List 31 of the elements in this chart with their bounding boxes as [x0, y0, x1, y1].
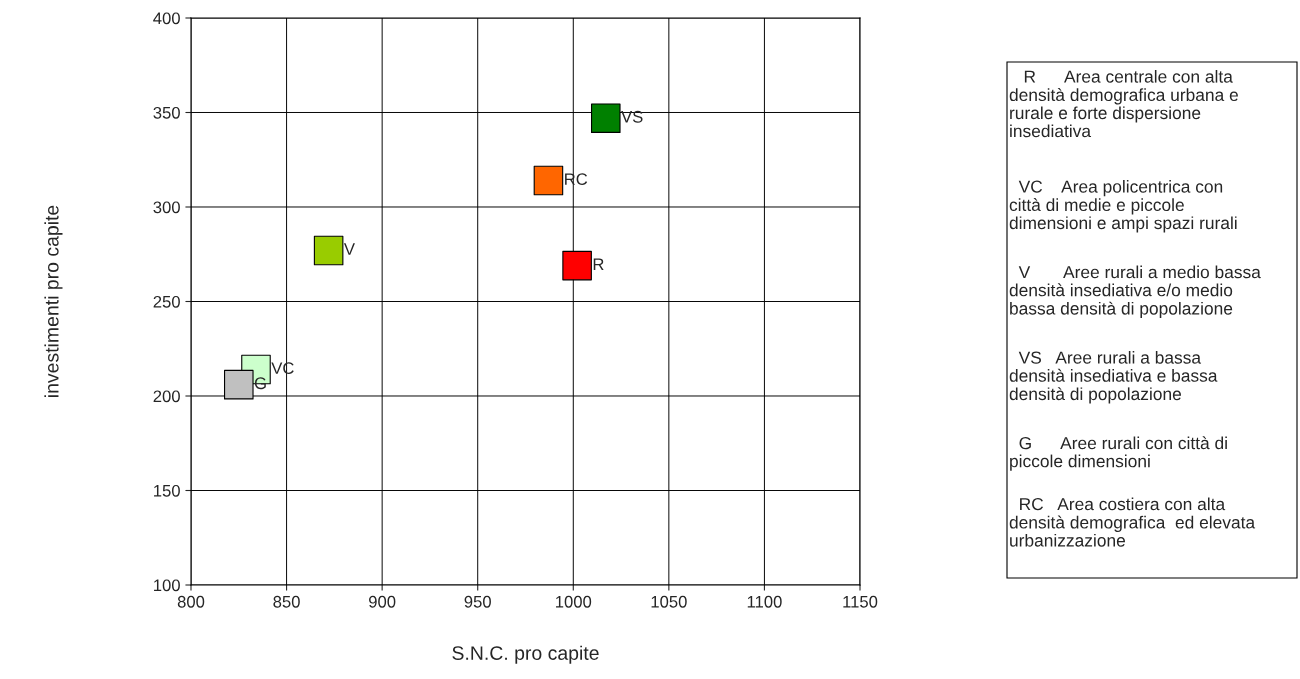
point [223, 369, 254, 400]
y-tick-label: 300 [153, 201, 180, 214]
x-tick-label: 850 [273, 595, 300, 608]
point [562, 250, 592, 281]
y-tick-label: 150 [154, 484, 180, 497]
x-tick-label: 1100 [747, 595, 782, 608]
text: RC Area costiera con alta densità demografica ed elevata urbanizzazione [1009, 497, 1256, 547]
text: VC Area policentrica con città di medie e piccole dimensioni e ampi spazi rurali [1009, 180, 1237, 233]
y-axis-title: investimenti pro capite [44, 205, 63, 397]
y-tick-label: 350 [153, 106, 180, 119]
x-tick-label: 950 [464, 595, 491, 608]
point [590, 103, 621, 133]
text: G Aree rurali con città di piccole dimensioni [1010, 436, 1227, 471]
y-tick-label: 250 [153, 295, 180, 308]
series-label: V [343, 243, 355, 255]
x-tick-label: 1050 [651, 595, 687, 608]
x-tick-label: 1000 [556, 595, 592, 608]
point [533, 165, 564, 196]
text: V Aree rurali a medio bassa densità insediativa e/o medio bassa densità di popolazione [1009, 265, 1261, 319]
series-label: VS [621, 110, 643, 123]
point [313, 235, 344, 266]
x-tick-label: 800 [177, 595, 205, 608]
text: R Area centrale con alta densità demografica urbana e rurale e forte dispersione insediativa [1009, 70, 1238, 138]
x-tick-label: 900 [369, 595, 396, 608]
x-tick-label: 1150 [843, 595, 878, 608]
x-axis-title: S.N.C. pro capite [452, 645, 599, 664]
y-tick-label: 400 [153, 12, 180, 25]
y-tick-label: 100 [154, 579, 180, 592]
text: VS Aree rurali a bassa densità insediativa e bassa densità di popolazione [1009, 351, 1218, 404]
y-tick-label: 200 [153, 390, 180, 403]
series-label: R [593, 258, 604, 270]
